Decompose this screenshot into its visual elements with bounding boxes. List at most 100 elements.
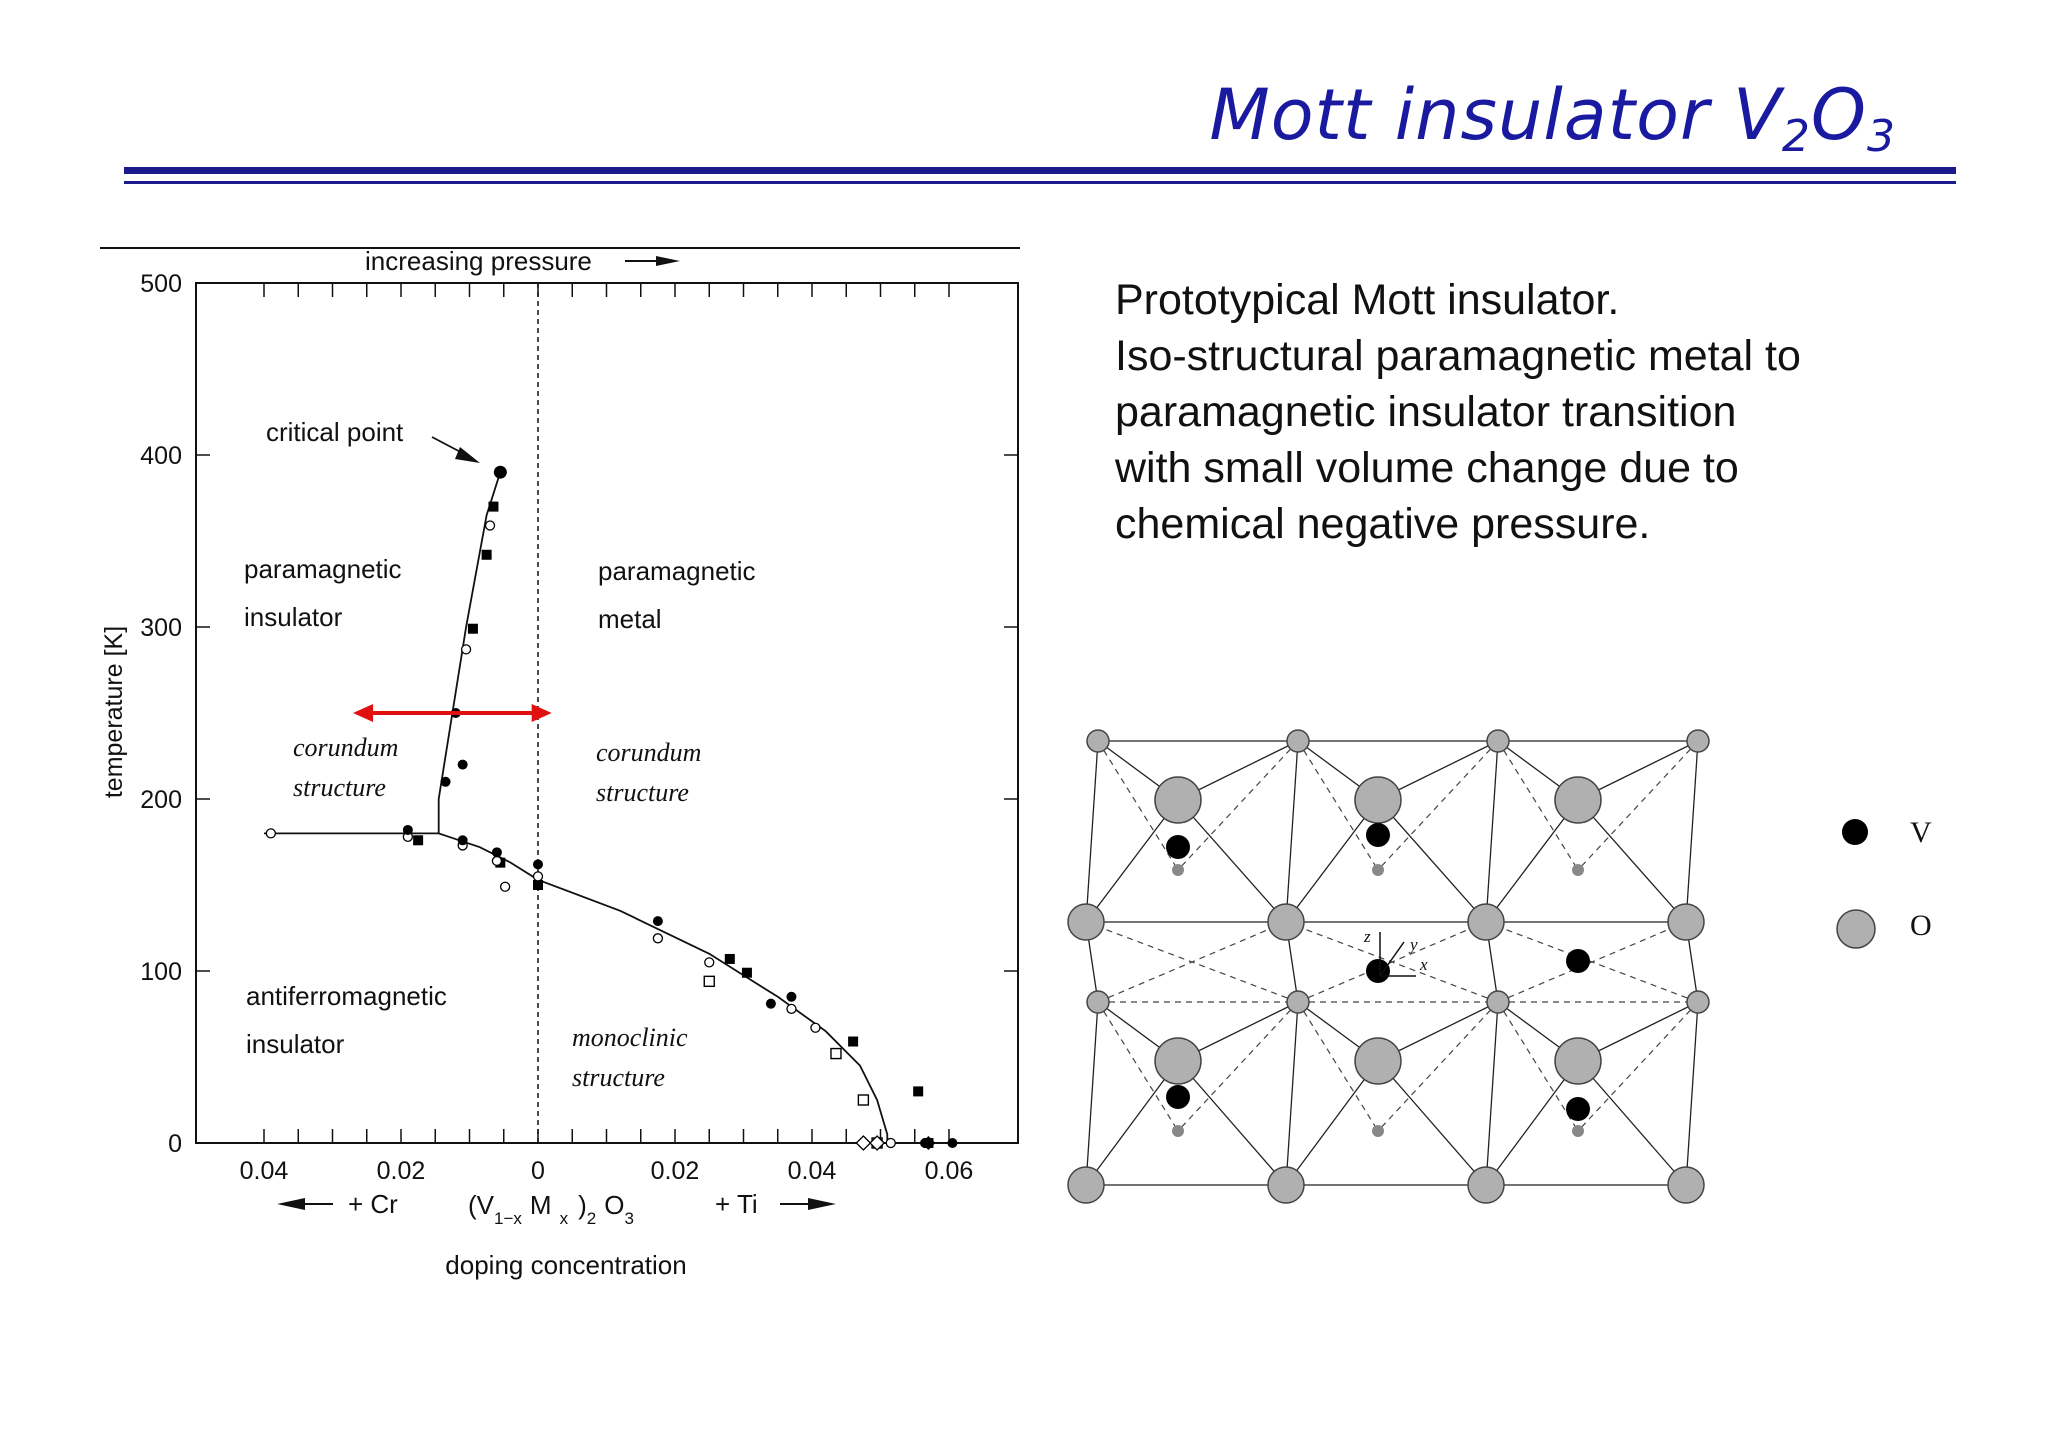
solid-bond	[1085, 1060, 1179, 1186]
marker-open-circle	[885, 1137, 896, 1149]
marker-open-circle	[704, 957, 715, 968]
cr-doping-label: + Cr	[348, 1189, 398, 1219]
oxygen-atom-small	[1172, 1125, 1184, 1137]
legend-v-atom	[1842, 819, 1868, 845]
solid-bond	[1377, 1060, 1487, 1186]
oxygen-atom	[1467, 1166, 1505, 1204]
ti-arrow	[780, 1198, 836, 1210]
solid-bond	[1685, 740, 1699, 923]
description-text: Prototypical Mott insulator. Iso-structu…	[1115, 272, 1801, 552]
oxygen-atom	[1086, 990, 1110, 1014]
marker-filled-circle	[765, 998, 776, 1009]
y-ticks: 0 100 200 300 400 500	[140, 270, 1018, 1158]
marker-filled-square	[913, 1086, 924, 1097]
oxygen-atom	[1267, 903, 1305, 941]
x-tick-label: 0.06	[925, 1157, 974, 1185]
x-tick-label: 0.02	[377, 1157, 426, 1185]
dashed-bond	[1177, 740, 1299, 871]
x-tick-label: 0.04	[240, 1157, 289, 1185]
vanadium-atom	[1166, 835, 1190, 859]
marker-open-circle	[499, 881, 511, 892]
oxygen-atom	[1686, 729, 1710, 753]
solid-bond	[1485, 1060, 1579, 1186]
description-line: Prototypical Mott insulator.	[1115, 276, 1620, 324]
region-monoclinic-1: monoclinic	[572, 1023, 688, 1052]
region-pi-2: insulator	[244, 602, 343, 632]
oxygen-atom-small	[1372, 864, 1384, 876]
oxygen-atom	[1354, 1037, 1402, 1085]
dashed-bond	[1497, 921, 1687, 1003]
oxygen-atom-small	[1572, 1125, 1584, 1137]
marker-filled-square	[413, 835, 424, 846]
marker-open-circle	[532, 871, 544, 882]
solid-bond	[1577, 1060, 1687, 1186]
region-pm-1: paramagnetic	[598, 556, 756, 586]
solid-bond	[1085, 740, 1099, 923]
vanadium-atom	[1366, 823, 1390, 847]
marker-open-circle	[652, 933, 664, 944]
phase-diagram: increasing pressure 0 100 200 300 400 500 0.0…	[100, 246, 1020, 1280]
solid-bond	[1377, 799, 1487, 923]
region-corundum-left-1: corundum	[293, 733, 398, 762]
description-line: with small volume change due to	[1115, 444, 1739, 492]
oxygen-atom	[1067, 1166, 1105, 1204]
marker-open-circle	[810, 1022, 821, 1033]
x-axis-label: doping concentration	[445, 1250, 686, 1280]
title-rule-thin	[124, 181, 1956, 184]
oxygen-atom	[1486, 990, 1510, 1014]
dashed-bond	[1177, 1001, 1299, 1132]
solid-bond	[1285, 740, 1299, 923]
solid-bond	[1285, 799, 1379, 923]
oxygen-atom	[1286, 990, 1310, 1014]
y-tick-label: 0	[168, 1130, 182, 1158]
solid-bond	[1177, 1060, 1287, 1186]
marker-open-circle	[460, 644, 472, 655]
solid-bond	[1485, 740, 1499, 923]
marker-filled-circle	[533, 859, 543, 870]
x-tick-label: 0.04	[788, 1157, 837, 1185]
marker-critical-point	[493, 465, 507, 479]
marker-filled-circle	[457, 759, 468, 770]
dashed-bond	[1377, 740, 1499, 871]
marker-filled-square	[741, 967, 752, 978]
marker-open-square	[703, 975, 715, 988]
axis-triad: z y x	[1363, 927, 1428, 977]
oxygen-atom-small	[1172, 864, 1184, 876]
region-afi-2: insulator	[246, 1029, 345, 1059]
axis-z-label: z	[1363, 927, 1371, 946]
top-label: increasing pressure	[365, 246, 592, 276]
oxygen-atom	[1554, 1037, 1602, 1085]
oxygen-atom	[1067, 903, 1105, 941]
marker-filled-square	[488, 501, 499, 512]
oxygen-atom	[1686, 990, 1710, 1014]
dashed-bond	[1577, 740, 1699, 871]
oxygen-atom-small	[1572, 864, 1584, 876]
solid-bond	[1577, 799, 1687, 923]
solid-bond	[1485, 1001, 1499, 1186]
region-corundum-right-1: corundum	[596, 738, 701, 767]
solid-bond	[1685, 1001, 1699, 1186]
description-line: Iso-structural paramagnetic metal to	[1115, 332, 1801, 380]
marker-filled-square	[533, 880, 543, 890]
oxygen-atom	[1467, 903, 1505, 941]
solid-bond	[1485, 799, 1579, 923]
title-rule-thick	[124, 167, 1956, 174]
y-axis-label: temperature [K]	[100, 626, 128, 798]
crystal-atoms	[1067, 729, 1710, 1204]
dashed-bond	[1377, 1001, 1499, 1132]
x-tick-label: 0	[531, 1157, 545, 1185]
dashed-bond	[1297, 921, 1487, 1003]
oxygen-atom	[1554, 776, 1602, 824]
marker-open-circle	[484, 520, 496, 531]
region-corundum-left-2: structure	[293, 773, 386, 802]
description-line: chemical negative pressure.	[1115, 500, 1651, 548]
dashed-bond	[1097, 1001, 1179, 1132]
y-tick-label: 300	[140, 614, 182, 642]
dashed-bond	[1497, 740, 1579, 871]
marker-filled-square	[481, 549, 492, 560]
marker-filled-circle	[440, 776, 451, 787]
marker-open-square	[830, 1047, 842, 1060]
vanadium-atom	[1166, 1085, 1190, 1109]
marker-filled-circle	[491, 847, 502, 858]
